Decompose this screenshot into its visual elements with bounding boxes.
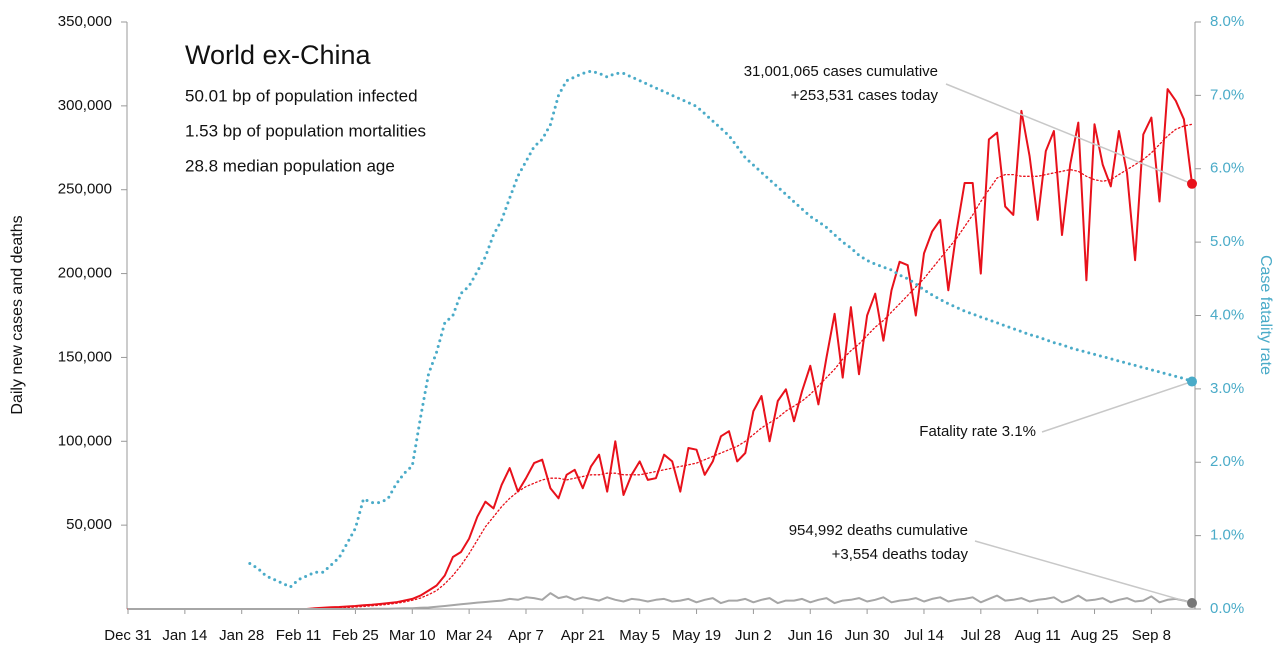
- x-tick-label: Jan 14: [162, 627, 207, 644]
- series-line: [127, 123, 1193, 610]
- y2-tick-label: 6.0%: [1210, 160, 1244, 177]
- y-tick-label: 350,000: [58, 13, 112, 30]
- y-tick-label: 100,000: [58, 432, 112, 449]
- y2-tick-label: 2.0%: [1210, 453, 1244, 470]
- y-tick-label: 200,000: [58, 265, 112, 282]
- y2-tick-label: 8.0%: [1210, 13, 1244, 30]
- y2-tick-label: 0.0%: [1210, 600, 1244, 617]
- y-tick-label: 50,000: [66, 516, 112, 533]
- y2-axis-label: Case fatality rate: [1257, 255, 1274, 375]
- stat-line: 28.8 median population age: [185, 156, 395, 175]
- annotation: 31,001,065 cases cumulative: [744, 63, 938, 80]
- endpoint-marker: [1187, 376, 1197, 387]
- y2-tick-label: 1.0%: [1210, 527, 1244, 544]
- endpoint-marker: [1187, 178, 1197, 189]
- y-axis-label: Daily new cases and deaths: [9, 215, 26, 414]
- x-tick-label: Feb 11: [276, 627, 322, 644]
- endpoint-marker: [1187, 598, 1197, 609]
- y2-tick-label: 3.0%: [1210, 380, 1244, 397]
- stat-line: 50.01 bp of population infected: [185, 86, 418, 105]
- annotation: Fatality rate 3.1%: [919, 423, 1036, 440]
- chart-title: World ex-China: [185, 40, 372, 70]
- x-tick-label: Mar 24: [446, 627, 493, 644]
- y2-tick-label: 7.0%: [1210, 86, 1244, 103]
- x-tick-label: Aug 25: [1071, 627, 1119, 644]
- x-tick-label: Jun 16: [788, 627, 833, 644]
- x-tick-label: Mar 10: [389, 627, 436, 644]
- y-tick-label: 150,000: [58, 348, 112, 365]
- x-tick-label: Feb 25: [332, 627, 379, 644]
- leader-line: [974, 540, 1193, 604]
- stat-line: 1.53 bp of population mortalities: [185, 121, 426, 140]
- annotation: 954,992 deaths cumulative: [789, 522, 968, 539]
- x-tick-label: Jun 30: [845, 627, 890, 644]
- annotation: +253,531 cases today: [791, 87, 939, 104]
- x-tick-label: May 5: [619, 627, 660, 644]
- y-tick-label: 300,000: [58, 97, 112, 114]
- x-tick-label: Jun 2: [735, 627, 772, 644]
- x-tick-label: Jul 28: [961, 627, 1001, 644]
- x-tick-label: May 19: [672, 627, 721, 644]
- x-tick-label: Aug 11: [1014, 627, 1060, 644]
- series-line: [128, 592, 1193, 610]
- x-tick-label: Dec 31: [104, 627, 152, 644]
- leader-line: [1041, 380, 1193, 433]
- y2-tick-label: 5.0%: [1210, 233, 1244, 250]
- y-tick-label: 250,000: [58, 181, 112, 198]
- annotation: +3,554 deaths today: [832, 546, 969, 563]
- series-line: [248, 69, 1194, 589]
- leader-line: [945, 83, 1193, 185]
- x-tick-label: Sep 8: [1132, 627, 1171, 644]
- x-tick-label: Apr 7: [508, 627, 544, 644]
- x-tick-label: Apr 21: [561, 627, 605, 644]
- x-tick-label: Jul 14: [904, 627, 944, 644]
- x-tick-label: Jan 28: [219, 627, 264, 644]
- y2-tick-label: 4.0%: [1210, 306, 1244, 323]
